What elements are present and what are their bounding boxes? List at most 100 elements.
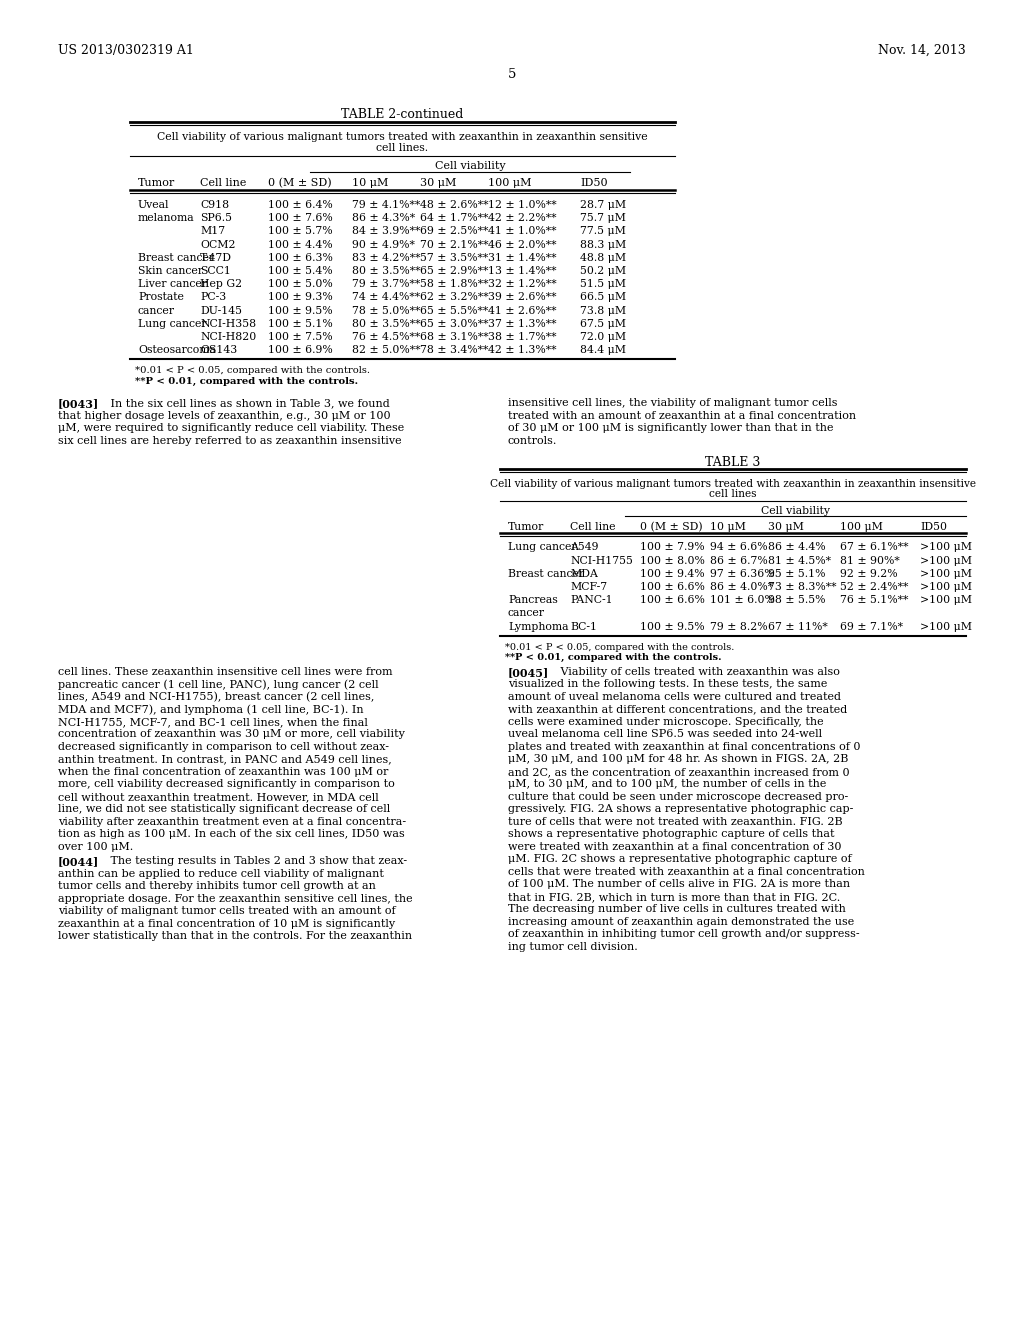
Text: [0043]: [0043] [58,399,99,409]
Text: *0.01 < P < 0.05, compared with the controls.: *0.01 < P < 0.05, compared with the cont… [505,643,734,652]
Text: 37 ± 1.3%**: 37 ± 1.3%** [488,319,556,329]
Text: 100 μM: 100 μM [488,178,531,187]
Text: 80 ± 3.5%**: 80 ± 3.5%** [352,319,421,329]
Text: zeaxanthin at a final concentration of 10 μM is significantly: zeaxanthin at a final concentration of 1… [58,919,395,929]
Text: 97 ± 6.36%: 97 ± 6.36% [710,569,774,578]
Text: PANC-1: PANC-1 [570,595,612,605]
Text: 101 ± 6.0%: 101 ± 6.0% [710,595,775,605]
Text: 100 ± 5.1%: 100 ± 5.1% [268,319,333,329]
Text: 0 (M ± SD): 0 (M ± SD) [640,523,702,533]
Text: 12 ± 1.0%**: 12 ± 1.0%** [488,201,557,210]
Text: 100 ± 9.5%: 100 ± 9.5% [640,622,705,631]
Text: Breast cancer: Breast cancer [138,253,214,263]
Text: 88.3 μM: 88.3 μM [580,240,627,249]
Text: cells that were treated with zeaxanthin at a final concentration: cells that were treated with zeaxanthin … [508,867,865,876]
Text: Liver cancer: Liver cancer [138,280,207,289]
Text: Prostate: Prostate [138,293,184,302]
Text: 100 ± 9.3%: 100 ± 9.3% [268,293,333,302]
Text: Hep G2: Hep G2 [200,280,242,289]
Text: 84 ± 3.9%**: 84 ± 3.9%** [352,227,421,236]
Text: *0.01 < P < 0.05, compared with the controls.: *0.01 < P < 0.05, compared with the cont… [135,367,370,375]
Text: 79 ± 4.1%**: 79 ± 4.1%** [352,201,420,210]
Text: culture that could be seen under microscope decreased pro-: culture that could be seen under microsc… [508,792,848,801]
Text: 82 ± 5.0%**: 82 ± 5.0%** [352,346,421,355]
Text: 65 ± 2.9%**: 65 ± 2.9%** [420,267,488,276]
Text: Skin cancer: Skin cancer [138,267,203,276]
Text: 78 ± 3.4%**: 78 ± 3.4%** [420,346,488,355]
Text: μM, to 30 μM, and to 100 μM, the number of cells in the: μM, to 30 μM, and to 100 μM, the number … [508,779,826,789]
Text: 100 ± 7.5%: 100 ± 7.5% [268,333,333,342]
Text: melanoma: melanoma [138,214,195,223]
Text: that in FIG. 2B, which in turn is more than that in FIG. 2C.: that in FIG. 2B, which in turn is more t… [508,892,841,902]
Text: 100 ± 6.9%: 100 ± 6.9% [268,346,333,355]
Text: of zeaxanthin in inhibiting tumor cell growth and/or suppress-: of zeaxanthin in inhibiting tumor cell g… [508,929,859,940]
Text: Uveal: Uveal [138,201,170,210]
Text: A549: A549 [570,543,598,552]
Text: 64 ± 1.7%**: 64 ± 1.7%** [420,214,488,223]
Text: 76 ± 4.5%**: 76 ± 4.5%** [352,333,420,342]
Text: Lung cancer: Lung cancer [508,543,577,552]
Text: 77.5 μM: 77.5 μM [580,227,626,236]
Text: 51.5 μM: 51.5 μM [580,280,626,289]
Text: T-47D: T-47D [200,253,232,263]
Text: visualized in the following tests. In these tests, the same: visualized in the following tests. In th… [508,680,827,689]
Text: 42 ± 2.2%**: 42 ± 2.2%** [488,214,556,223]
Text: C918: C918 [200,201,229,210]
Text: 31 ± 1.4%**: 31 ± 1.4%** [488,253,556,263]
Text: viability after zeaxanthin treatment even at a final concentra-: viability after zeaxanthin treatment eve… [58,817,407,826]
Text: tion as high as 100 μM. In each of the six cell lines, ID50 was: tion as high as 100 μM. In each of the s… [58,829,404,840]
Text: 57 ± 3.5%**: 57 ± 3.5%** [420,253,488,263]
Text: Tumor: Tumor [508,523,544,532]
Text: 28.7 μM: 28.7 μM [580,201,626,210]
Text: were treated with zeaxanthin at a final concentration of 30: were treated with zeaxanthin at a final … [508,842,842,851]
Text: 81 ± 90%*: 81 ± 90%* [840,556,900,565]
Text: 48.8 μM: 48.8 μM [580,253,626,263]
Text: ing tumor cell division.: ing tumor cell division. [508,941,638,952]
Text: 65 ± 3.0%**: 65 ± 3.0%** [420,319,488,329]
Text: with zeaxanthin at different concentrations, and the treated: with zeaxanthin at different concentrati… [508,705,847,714]
Text: 62 ± 3.2%**: 62 ± 3.2%** [420,293,488,302]
Text: decreased significantly in comparison to cell without zeax-: decreased significantly in comparison to… [58,742,389,752]
Text: μM, 30 μM, and 100 μM for 48 hr. As shown in FIGS. 2A, 2B: μM, 30 μM, and 100 μM for 48 hr. As show… [508,754,848,764]
Text: plates and treated with zeaxanthin at final concentrations of 0: plates and treated with zeaxanthin at fi… [508,742,860,752]
Text: μM, were required to significantly reduce cell viability. These: μM, were required to significantly reduc… [58,424,404,433]
Text: appropriate dosage. For the zeaxanthin sensitive cell lines, the: appropriate dosage. For the zeaxanthin s… [58,894,413,904]
Text: 86 ± 4.3%*: 86 ± 4.3%* [352,214,415,223]
Text: M17: M17 [200,227,225,236]
Text: Pancreas: Pancreas [508,595,558,605]
Text: 79 ± 8.2%: 79 ± 8.2% [710,622,768,631]
Text: 86 ± 6.7%: 86 ± 6.7% [710,556,768,565]
Text: TABLE 2-continued: TABLE 2-continued [341,108,464,121]
Text: Lymphoma: Lymphoma [508,622,568,631]
Text: 58 ± 1.8%**: 58 ± 1.8%** [420,280,488,289]
Text: cell lines.: cell lines. [377,143,429,153]
Text: In the six cell lines as shown in Table 3, we found: In the six cell lines as shown in Table … [100,399,390,408]
Text: 86 ± 4.0%*: 86 ± 4.0%* [710,582,773,591]
Text: 100 ± 7.6%: 100 ± 7.6% [268,214,333,223]
Text: MDA: MDA [570,569,598,578]
Text: 100 ± 4.4%: 100 ± 4.4% [268,240,333,249]
Text: Cell line: Cell line [570,523,615,532]
Text: >100 μM: >100 μM [920,622,972,631]
Text: anthin treatment. In contrast, in PANC and A549 cell lines,: anthin treatment. In contrast, in PANC a… [58,754,392,764]
Text: [0045]: [0045] [508,667,549,677]
Text: 73.8 μM: 73.8 μM [580,306,626,315]
Text: six cell lines are hereby referred to as zeaxanthin insensitive: six cell lines are hereby referred to as… [58,436,401,446]
Text: cells were examined under microscope. Specifically, the: cells were examined under microscope. Sp… [508,717,823,727]
Text: DU-145: DU-145 [200,306,242,315]
Text: 100 ± 6.6%: 100 ± 6.6% [640,582,705,591]
Text: controls.: controls. [508,436,557,446]
Text: 95 ± 5.1%: 95 ± 5.1% [768,569,825,578]
Text: 92 ± 9.2%: 92 ± 9.2% [840,569,898,578]
Text: Viability of cells treated with zeaxanthin was also: Viability of cells treated with zeaxanth… [550,667,840,677]
Text: >100 μM: >100 μM [920,569,972,578]
Text: cell without zeaxanthin treatment. However, in MDA cell: cell without zeaxanthin treatment. Howev… [58,792,379,801]
Text: tumor cells and thereby inhibits tumor cell growth at an: tumor cells and thereby inhibits tumor c… [58,882,376,891]
Text: that higher dosage levels of zeaxanthin, e.g., 30 μM or 100: that higher dosage levels of zeaxanthin,… [58,411,390,421]
Text: 94 ± 6.6%: 94 ± 6.6% [710,543,768,552]
Text: cell lines: cell lines [710,490,757,499]
Text: 90 ± 4.9%*: 90 ± 4.9%* [352,240,415,249]
Text: 86 ± 4.4%: 86 ± 4.4% [768,543,825,552]
Text: 48 ± 2.6%**: 48 ± 2.6%** [420,201,488,210]
Text: when the final concentration of zeaxanthin was 100 μM or: when the final concentration of zeaxanth… [58,767,388,776]
